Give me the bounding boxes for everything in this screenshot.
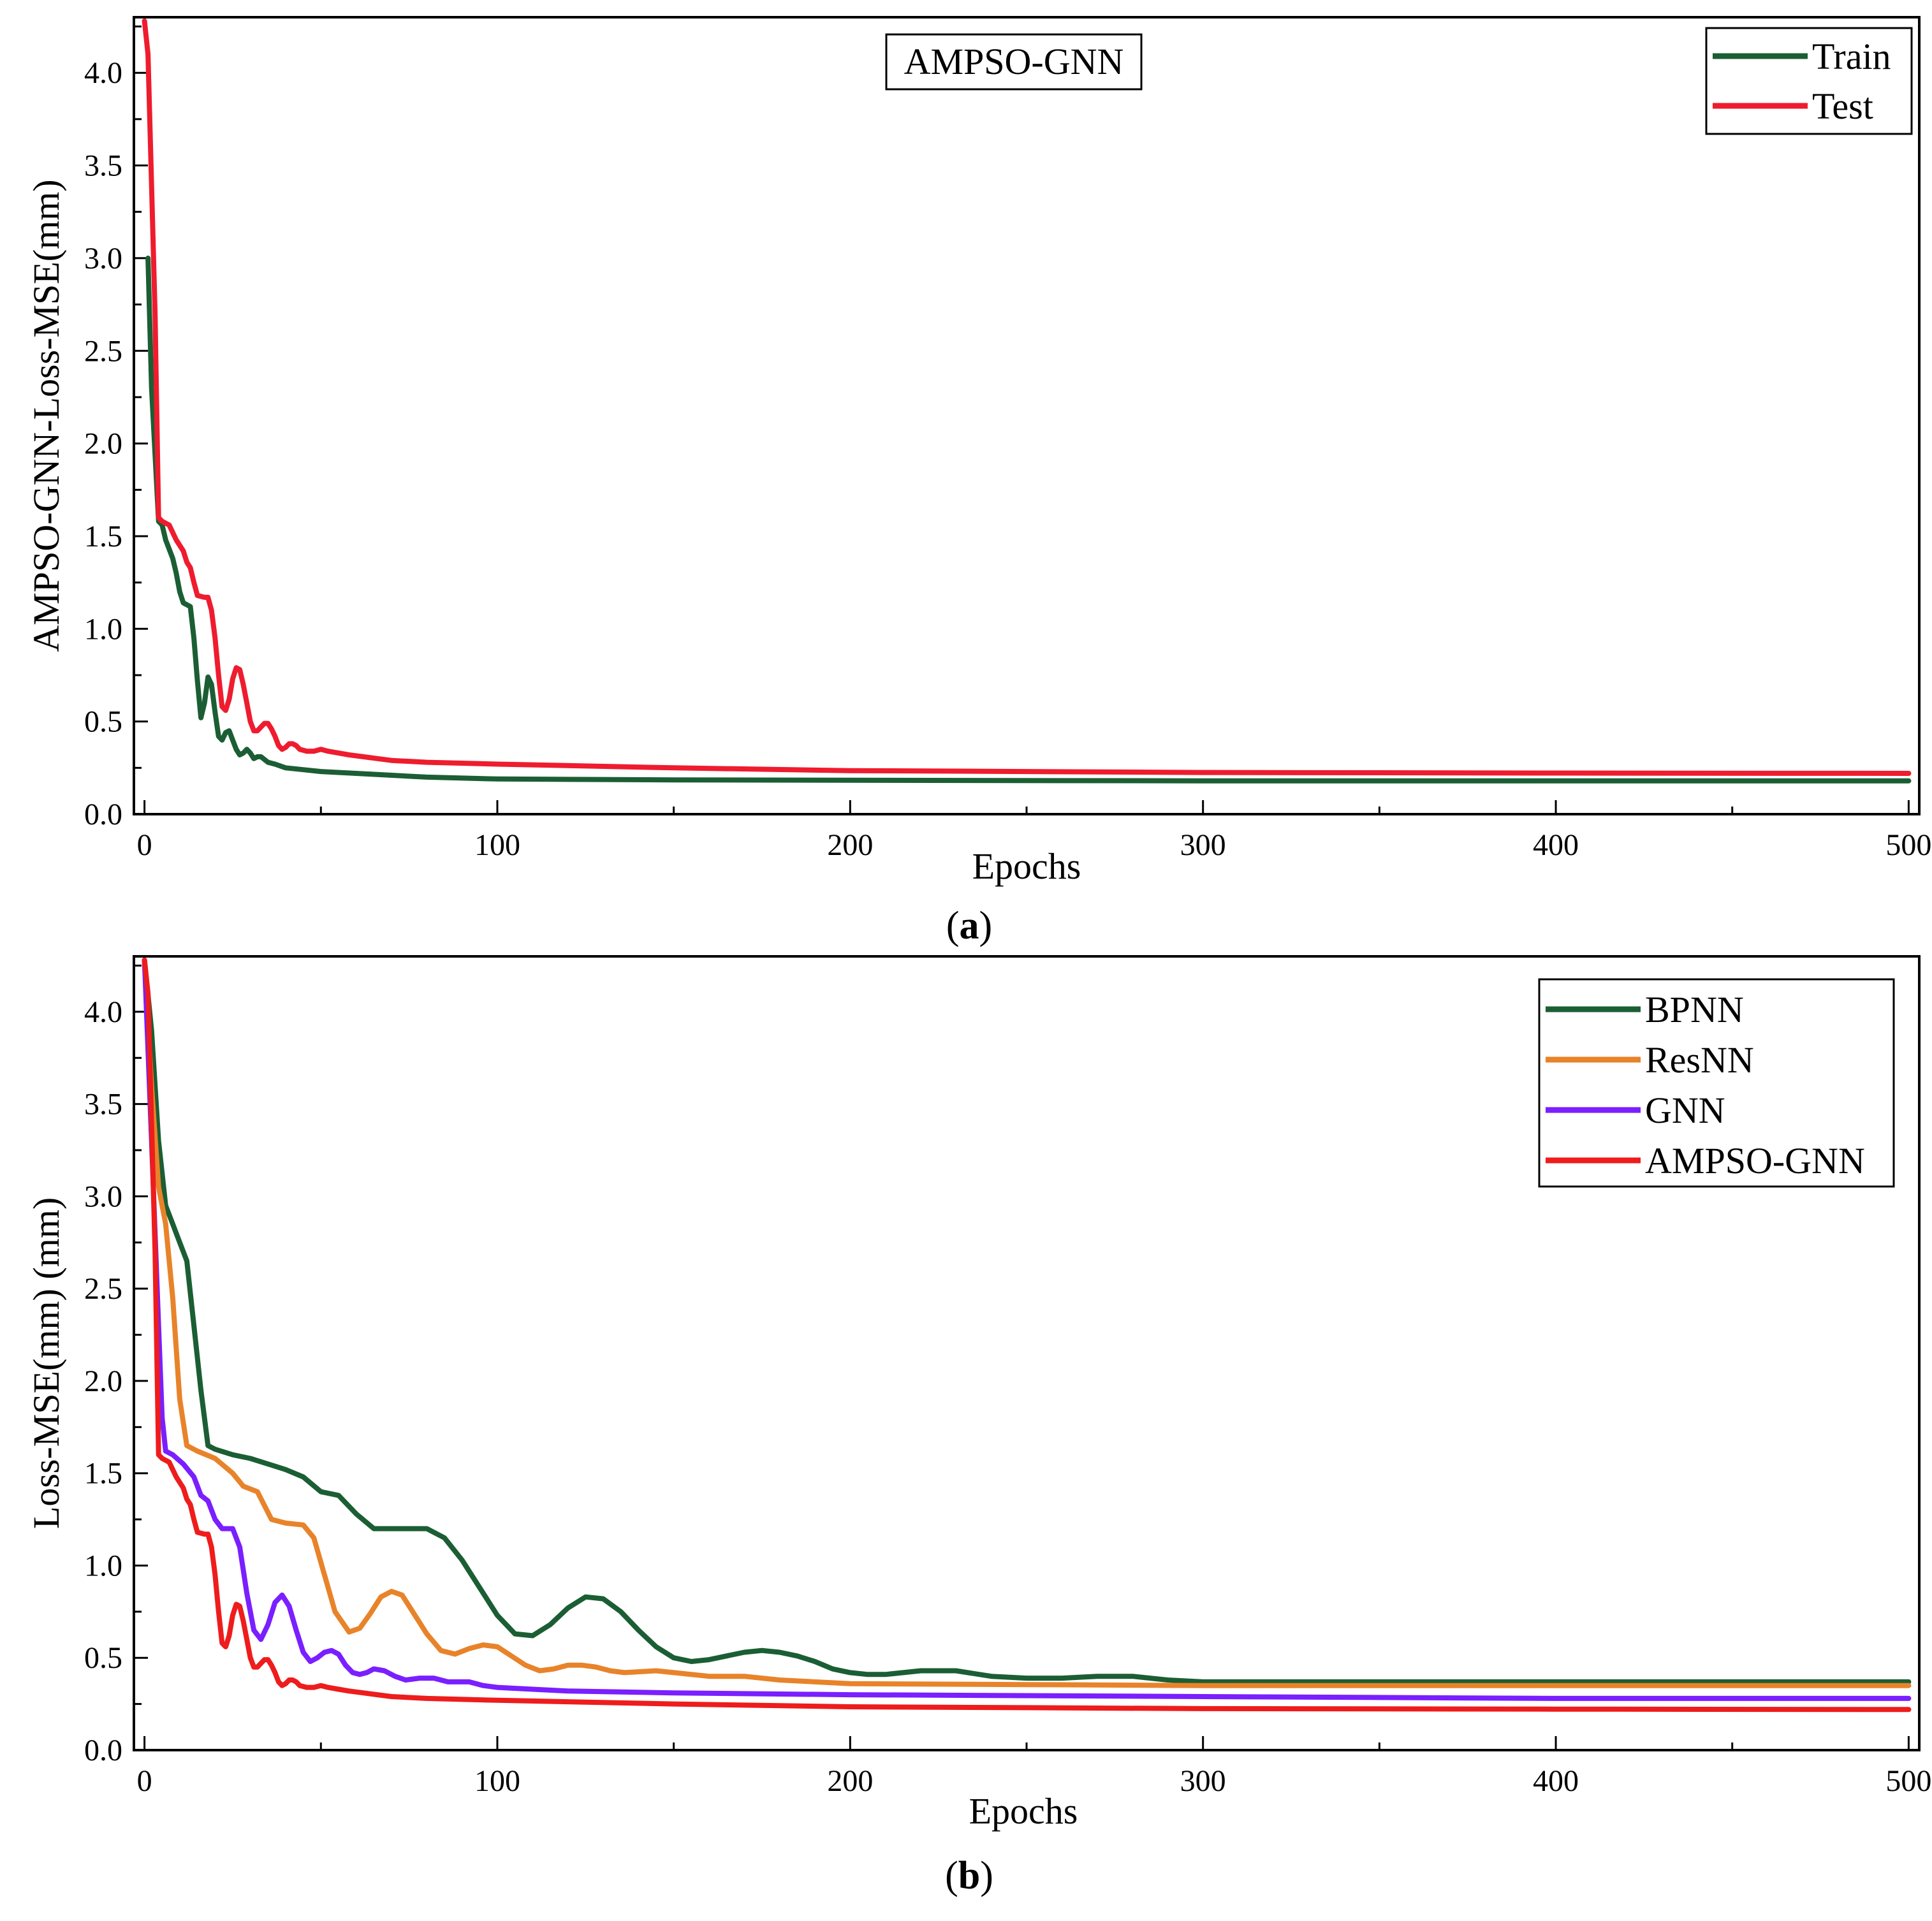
panel-b-y-tick-label: 0.0 bbox=[84, 1734, 122, 1767]
panel-a-legend: Train Test bbox=[1705, 27, 1913, 135]
panel-a-x-tick-label: 300 bbox=[1180, 828, 1226, 862]
panel-a-series bbox=[142, 18, 1912, 784]
panel-b: 0 100 200 300 400 500 0.0 0.5 1.0 1.5 2.0 2.5 3.0 3.5… bbox=[26, 955, 1931, 1897]
panel-b-x-tick-label: 0 bbox=[137, 1764, 152, 1798]
panel-b-y-tick-label: 0.5 bbox=[84, 1641, 122, 1675]
legend-a-train-label: Train bbox=[1812, 36, 1891, 77]
panel-a-y-axis-label: AMPSO-GNN-Loss-MSE(mm) bbox=[26, 179, 67, 652]
panel-b-y-tick-label: 1.0 bbox=[84, 1549, 122, 1582]
panel-a-x-tick-label: 400 bbox=[1533, 828, 1579, 862]
panel-b-x-tick-label: 200 bbox=[827, 1764, 873, 1798]
panel-b-x-tick-label: 100 bbox=[474, 1764, 520, 1798]
panel-b-tick-labels: 0 100 200 300 400 500 0.0 0.5 1.0 1.5 2.0 2.5 3.0 3.5… bbox=[84, 995, 1931, 1798]
panel-a-x-axis-label: Epochs bbox=[972, 845, 1081, 887]
legend-b-gnn-label: GNN bbox=[1645, 1090, 1725, 1131]
panel-a-y-tick-label: 3.0 bbox=[84, 242, 122, 275]
panel-a-y-tick-label: 1.0 bbox=[84, 612, 122, 646]
panel-a-title-box: AMPSO-GNN bbox=[885, 33, 1143, 91]
panel-b-legend: BPNN ResNN GNN AMPSO-GNN bbox=[1538, 978, 1895, 1188]
panel-a-y-tick-label: 2.5 bbox=[84, 334, 122, 368]
panel-b-y-tick-label: 2.5 bbox=[84, 1272, 122, 1306]
panel-a-y-tick-label: 1.5 bbox=[84, 520, 122, 553]
panel-a-series-test-line bbox=[142, 18, 1912, 776]
panel-b-x-axis-label: Epochs bbox=[969, 1790, 1078, 1832]
panel-a-x-tick-label: 500 bbox=[1885, 828, 1931, 862]
legend-b-resnn-label: ResNN bbox=[1645, 1039, 1754, 1081]
panel-a-y-tick-label: 3.5 bbox=[84, 149, 122, 183]
panel-a-caption-letter: a bbox=[960, 904, 979, 947]
legend-b-bpnn-label: BPNN bbox=[1645, 989, 1744, 1030]
panel-b-caption-letter: b bbox=[958, 1854, 980, 1897]
panel-b-x-tick-label: 500 bbox=[1885, 1764, 1931, 1798]
panel-b-caption: (b) bbox=[945, 1854, 993, 1897]
panel-b-series-resnn-line bbox=[142, 957, 1912, 1688]
panel-a-caption: (a) bbox=[946, 904, 992, 947]
panel-b-series-gnn-line bbox=[142, 957, 1912, 1701]
panel-a-y-tick-label: 4.0 bbox=[84, 56, 122, 90]
panel-b-y-axis-label: Loss-MSE(mm) (mm) bbox=[26, 1197, 67, 1529]
panel-b-plot-frame bbox=[133, 955, 1921, 1751]
panel-a-y-tick-label: 0.0 bbox=[84, 798, 122, 831]
panel-a-y-tick-label: 0.5 bbox=[84, 705, 122, 739]
panel-b-x-tick-label: 400 bbox=[1533, 1764, 1579, 1798]
legend-a-test-label: Test bbox=[1812, 85, 1873, 127]
panel-b-series bbox=[142, 957, 1912, 1713]
panel-a-y-tick-label: 2.0 bbox=[84, 427, 122, 461]
panel-a-x-tick-label: 0 bbox=[137, 828, 152, 862]
panel-a-title: AMPSO-GNN bbox=[904, 41, 1124, 82]
panel-a-x-tick-label: 100 bbox=[474, 828, 520, 862]
panel-b-series-bpnn-line bbox=[142, 957, 1912, 1684]
panel-b-y-tick-label: 3.5 bbox=[84, 1088, 122, 1121]
panel-b-y-tick-label: 4.0 bbox=[84, 995, 122, 1029]
panel-b-y-tick-label: 1.5 bbox=[84, 1457, 122, 1491]
panel-b-x-tick-label: 300 bbox=[1180, 1764, 1226, 1798]
panel-a-x-tick-label: 200 bbox=[827, 828, 873, 862]
panel-b-series-ampso-gnn-line bbox=[142, 957, 1912, 1713]
panel-a: 0 100 200 300 400 500 0.0 0.5 1.0 1.5 2.0 2.5 3.0 3.5… bbox=[26, 16, 1931, 947]
panel-b-y-tick-label: 3.0 bbox=[84, 1180, 122, 1213]
panel-a-plot-frame bbox=[133, 16, 1921, 815]
panel-a-series-train-line bbox=[145, 255, 1912, 784]
panel-b-y-tick-label: 2.0 bbox=[84, 1364, 122, 1398]
legend-b-ampso-gnn-label: AMPSO-GNN bbox=[1645, 1140, 1865, 1181]
panel-a-tick-labels: 0 100 200 300 400 500 0.0 0.5 1.0 1.5 2.0 2.5 3.0 3.5… bbox=[84, 56, 1931, 862]
